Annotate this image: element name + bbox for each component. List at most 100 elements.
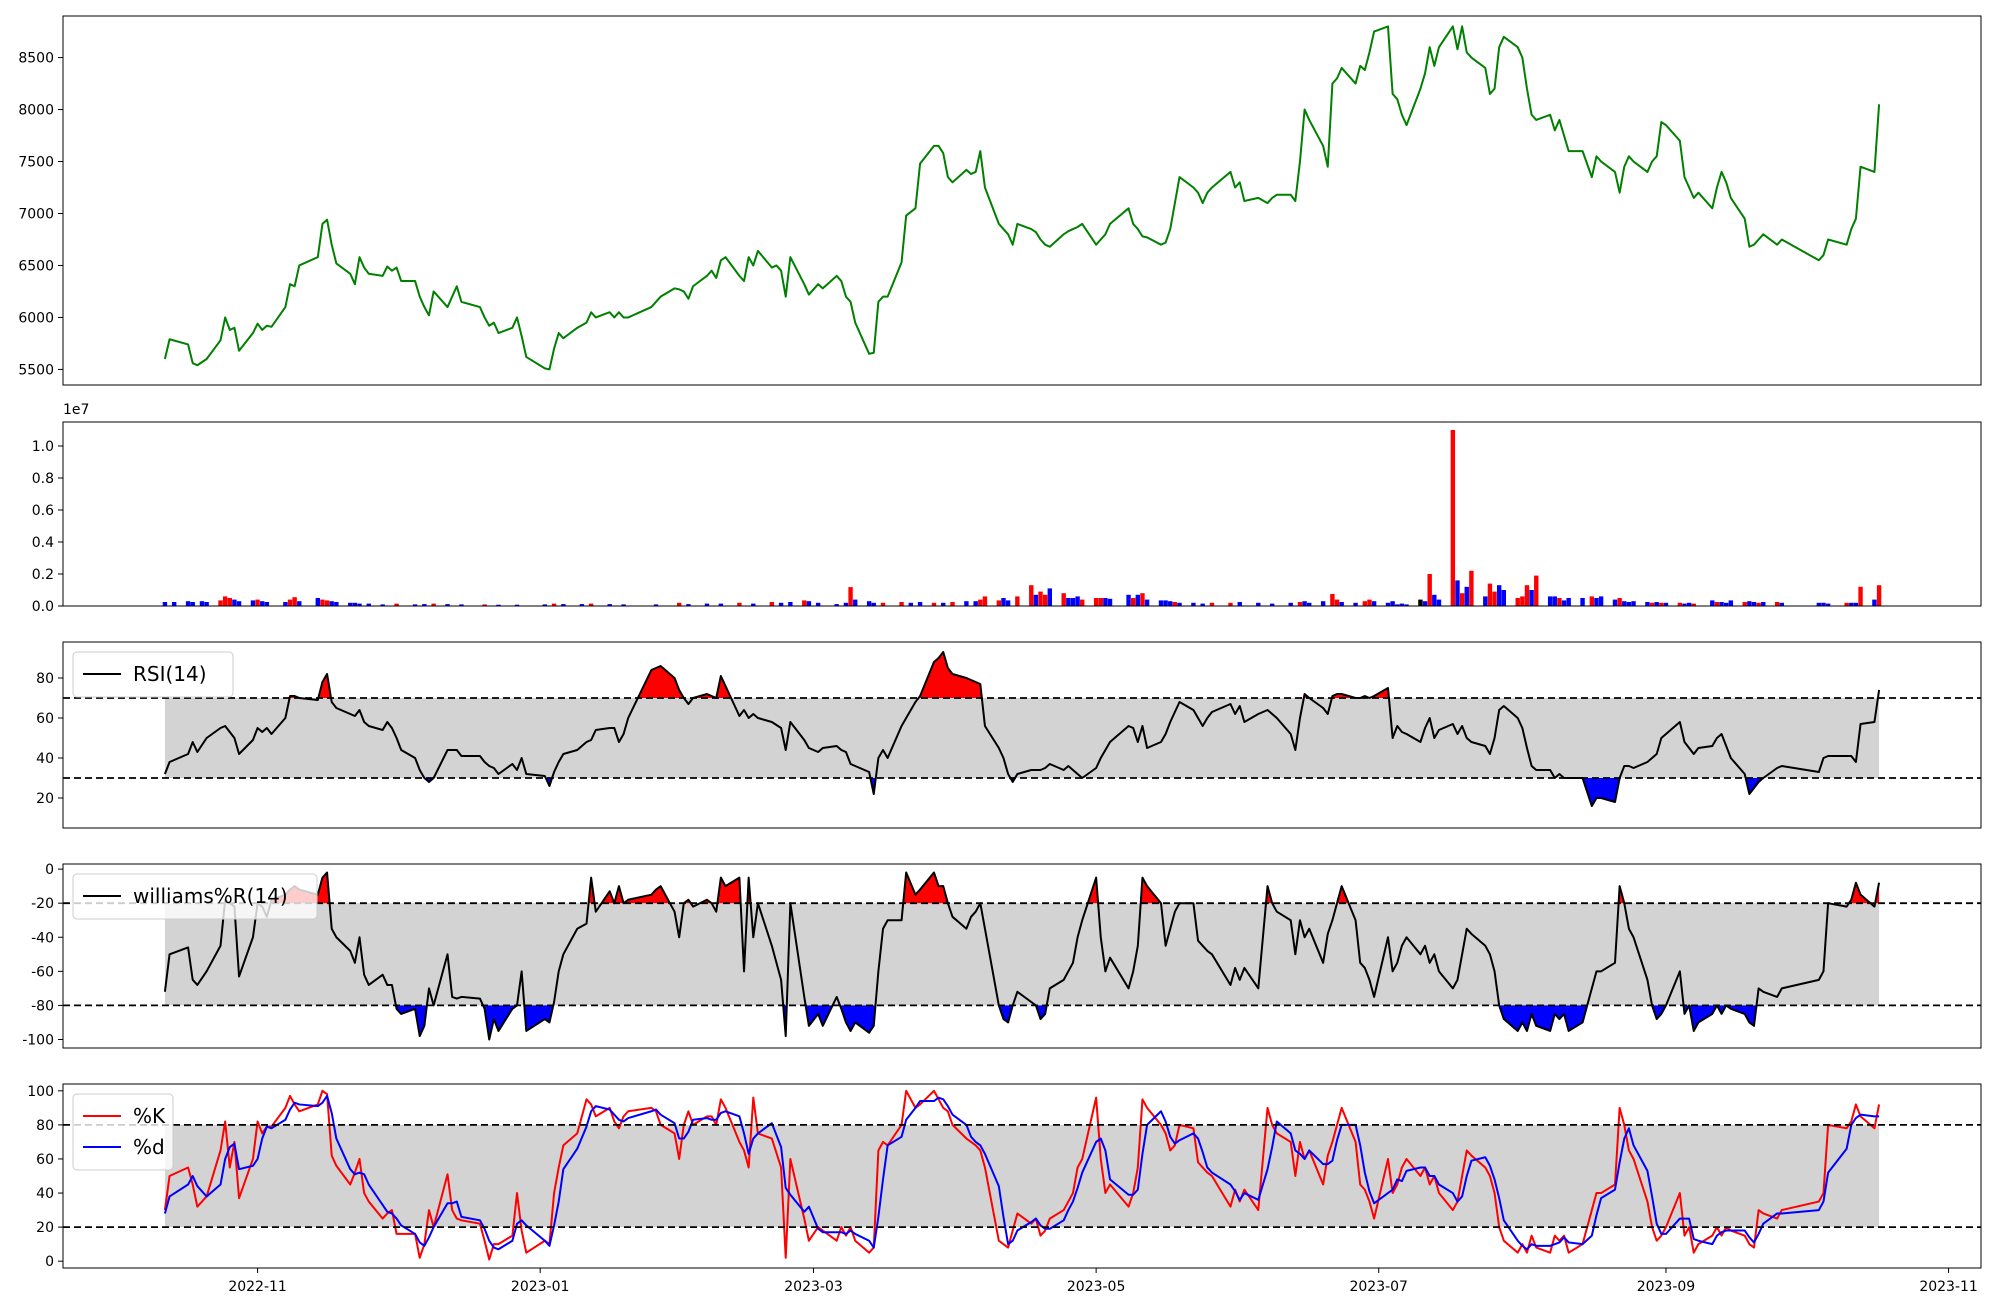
volume-bar (1774, 602, 1780, 606)
stochastic-panel: 0 20 40 60 80 100 %K %d 2022-11 2023-01 2023-03 202… (27, 1083, 1982, 1295)
volume-bar (704, 603, 710, 606)
volume-bar (1330, 594, 1335, 606)
volume-bar (357, 603, 362, 606)
volume-bar (334, 602, 339, 606)
volume-bar (1422, 601, 1428, 606)
y-tick-label: 5500 (18, 362, 54, 378)
volume-bar (1033, 594, 1039, 606)
volume-bar (1075, 596, 1080, 606)
volume-bar (1320, 601, 1326, 606)
legend-box (72, 1093, 174, 1171)
volume-bar (931, 602, 937, 606)
volume-bar (1432, 594, 1437, 606)
volume-bar (1066, 598, 1071, 606)
volume-bar (941, 602, 946, 606)
volume-bar (1714, 602, 1720, 606)
volume-bar (653, 604, 659, 606)
volume-bar (1566, 598, 1571, 606)
volume-bar (1038, 591, 1043, 606)
volume-bar (1297, 602, 1303, 606)
volume-bar (1534, 575, 1539, 606)
y-tick-label: -40 (31, 930, 54, 946)
volume-bar (1742, 602, 1747, 606)
y-tick-label: 60 (36, 711, 54, 727)
threshold-band (164, 698, 1880, 778)
volume-bar (162, 602, 168, 606)
volume-bar (1631, 601, 1636, 606)
volume-bar (978, 599, 983, 606)
volume-bar (1288, 602, 1293, 606)
volume-bar (348, 602, 353, 606)
volume-bar (1649, 602, 1655, 606)
volume-bar (1747, 601, 1752, 606)
threshold-band (164, 1124, 1880, 1228)
volume-bar (260, 601, 265, 606)
volume-bar (1816, 602, 1822, 606)
axes-frame (62, 863, 1982, 1049)
volume-bar (996, 600, 1002, 606)
volume-bar (315, 598, 321, 606)
volume-bar (445, 604, 450, 606)
volume-bar (880, 602, 886, 606)
y-tick-label: 7000 (18, 206, 54, 222)
volume-bar (1140, 593, 1145, 606)
volume-bar (1483, 596, 1488, 606)
volume-bar (1779, 602, 1784, 606)
price-panel: 5500 6000 6500 7000 7500 8000 8500 (18, 15, 1982, 386)
legend-box (72, 651, 234, 698)
volume-bar (1015, 596, 1020, 606)
volume-bar (1418, 599, 1423, 606)
y-tick-label: 20 (36, 1220, 54, 1236)
volume-bar (1070, 598, 1076, 606)
volume-bar (1005, 600, 1011, 606)
volume-bar (1529, 590, 1534, 606)
volume-bar (1209, 602, 1215, 606)
axes-frame (62, 641, 1982, 829)
legend-box (72, 873, 318, 920)
overbought-fill (614, 886, 624, 904)
y-tick-label: 100 (27, 1084, 54, 1100)
volume-bar (1622, 601, 1627, 606)
volume-bar (171, 602, 177, 606)
volume-bar (1269, 603, 1275, 606)
price-line (163, 25, 1881, 371)
volume-bar (227, 598, 232, 606)
x-tick-label: 2023-09 (1637, 1279, 1696, 1295)
volume-bar (1723, 602, 1729, 606)
volume-bar (788, 602, 793, 606)
oversold-fill (1689, 1005, 1717, 1031)
legend-label: %K (133, 1104, 166, 1128)
volume-bar (1654, 602, 1659, 606)
volume-bar (459, 604, 464, 606)
volume-bar (1158, 600, 1164, 606)
volume-bar (1612, 599, 1618, 606)
volume-bar (320, 599, 325, 606)
y-tick-label: 0.2 (32, 567, 54, 583)
volume-bar (236, 601, 242, 606)
stoch-k-line (163, 1089, 1881, 1261)
volume-bar (366, 603, 371, 606)
volume-bar (676, 602, 682, 606)
volume-bar (1710, 600, 1715, 606)
y-tick-label: 0 (45, 1254, 54, 1270)
volume-bar (834, 604, 839, 606)
volume-bar (621, 604, 626, 606)
volume-bar (514, 604, 520, 606)
volume-bar (1450, 430, 1456, 606)
volume-bar (1464, 586, 1469, 606)
volume-bar (751, 603, 756, 606)
oversold-fill (1582, 778, 1620, 806)
volume-bar (1626, 602, 1632, 606)
volume-bar (1663, 602, 1669, 606)
volume-bar (908, 602, 914, 606)
volume-bar (542, 604, 548, 606)
volume-bar (1825, 603, 1831, 606)
volume-bar (853, 599, 858, 606)
volume-bar (1135, 594, 1141, 606)
volume-bar (431, 603, 436, 606)
volume-bar (815, 602, 821, 606)
volume-bar (1371, 601, 1377, 606)
volume-bar (1168, 601, 1173, 606)
volume-bar (1228, 602, 1233, 606)
volume-bar (1515, 598, 1520, 606)
